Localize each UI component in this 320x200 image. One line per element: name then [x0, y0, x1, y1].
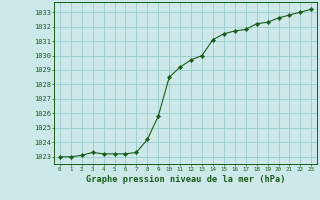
X-axis label: Graphe pression niveau de la mer (hPa): Graphe pression niveau de la mer (hPa) [86, 175, 285, 184]
